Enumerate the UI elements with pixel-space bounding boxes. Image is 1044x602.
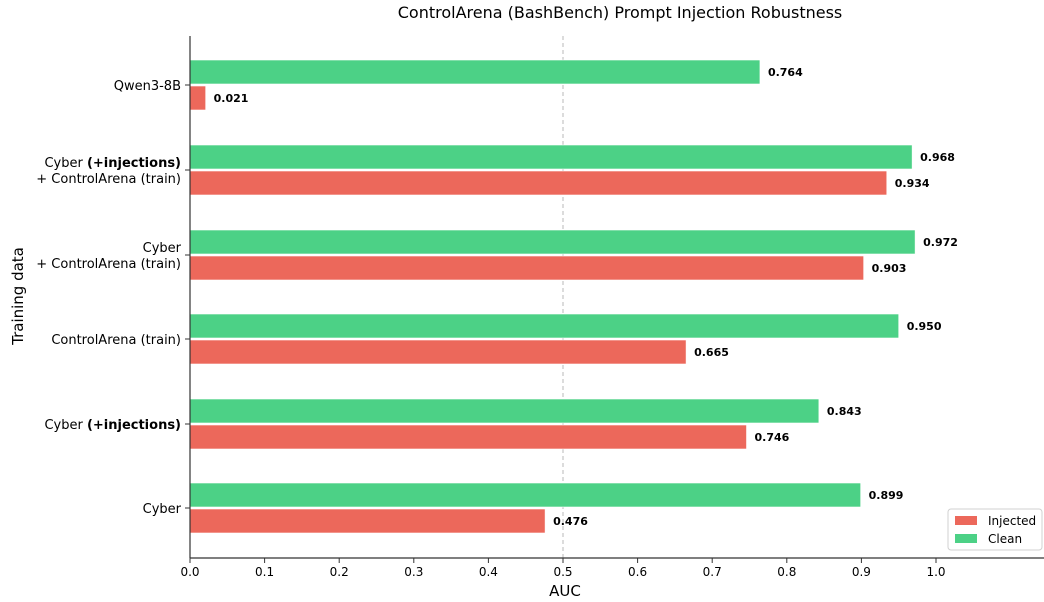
category-label-part: Cyber [44, 156, 87, 171]
x-axis-label: AUC [549, 582, 581, 600]
category-label-1-line-1: + ControlArena (train) [36, 172, 181, 187]
bar-injected-3 [189, 339, 687, 365]
data-label-clean-5: 0.899 [869, 489, 904, 502]
data-label-clean-0: 0.764 [768, 66, 803, 79]
bar-injected-5 [189, 508, 546, 534]
bar-clean-5 [189, 482, 861, 508]
bar-clean-4 [189, 398, 820, 424]
legend-swatch-clean [955, 534, 977, 543]
category-label-part: + ControlArena (train) [36, 257, 181, 272]
category-label-0-line-0: Qwen3-8B [114, 79, 181, 94]
bars-layer [189, 59, 916, 534]
data-label-injected-0: 0.021 [214, 92, 249, 105]
category-label-5-line-0: Cyber [143, 502, 182, 517]
x-tick-label-6: 0.6 [628, 565, 647, 579]
bar-injected-1 [189, 170, 888, 196]
bar-clean-1 [189, 144, 913, 170]
bar-clean-2 [189, 229, 916, 255]
chart-title: ControlArena (BashBench) Prompt Injectio… [398, 3, 843, 22]
data-label-injected-3: 0.665 [694, 346, 729, 359]
data-label-injected-2: 0.903 [872, 262, 907, 275]
x-tick-label-4: 0.4 [479, 565, 498, 579]
category-label-2-line-0: Cyber [143, 241, 182, 256]
bar-clean-3 [189, 313, 900, 339]
category-label-part: (+injections) [87, 156, 181, 171]
x-tick-label-8: 0.8 [777, 565, 796, 579]
x-tick-label-5: 0.5 [553, 565, 572, 579]
x-tick-label-1: 0.1 [255, 565, 274, 579]
data-labels-layer: 0.764 0.968 0.972 0.950 0.843 0.899 0.021 0.934… [214, 66, 958, 528]
category-label-4-line-0: Cyber (+injections) [44, 418, 181, 433]
category-label-3-line-0: ControlArena (train) [51, 333, 181, 348]
legend-label-injected: Injected [988, 514, 1036, 528]
data-label-injected-5: 0.476 [553, 515, 588, 528]
x-tick-label-0: 0.0 [180, 565, 199, 579]
category-label-part: + ControlArena (train) [36, 172, 181, 187]
data-label-injected-4: 0.746 [755, 431, 790, 444]
axes-layer: 0.0 0.1 0.2 0.3 0.4 0.5 0.6 0.7 0.8 0.9 1.0 [180, 36, 1044, 579]
y-axis-label: Training data [9, 247, 27, 346]
bar-injected-4 [189, 424, 747, 450]
data-label-clean-2: 0.972 [923, 236, 958, 249]
x-tick-label-10: 1.0 [926, 565, 945, 579]
category-label-part: Qwen3-8B [114, 79, 181, 94]
category-label-2-line-1: + ControlArena (train) [36, 257, 181, 272]
data-label-injected-1: 0.934 [895, 177, 930, 190]
category-label-part: Cyber [143, 241, 182, 256]
legend: Injected Clean [947, 508, 1043, 551]
x-tick-label-3: 0.3 [404, 565, 423, 579]
data-label-clean-3: 0.950 [907, 320, 942, 333]
bar-injected-0 [189, 85, 206, 111]
legend-label-clean: Clean [988, 532, 1022, 546]
bar-clean-0 [189, 59, 761, 85]
x-tick-label-2: 0.2 [330, 565, 349, 579]
category-label-1-line-0: Cyber (+injections) [44, 156, 181, 171]
bar-injected-2 [189, 255, 864, 281]
x-tick-label-7: 0.7 [703, 565, 722, 579]
x-tick-label-9: 0.9 [852, 565, 871, 579]
category-label-part: Cyber [44, 418, 87, 433]
category-label-part: Cyber [143, 502, 182, 517]
legend-swatch-injected [955, 516, 977, 525]
data-label-clean-1: 0.968 [920, 151, 955, 164]
category-label-part: ControlArena (train) [51, 333, 181, 348]
category-label-part: (+injections) [87, 418, 181, 433]
data-label-clean-4: 0.843 [827, 405, 862, 418]
